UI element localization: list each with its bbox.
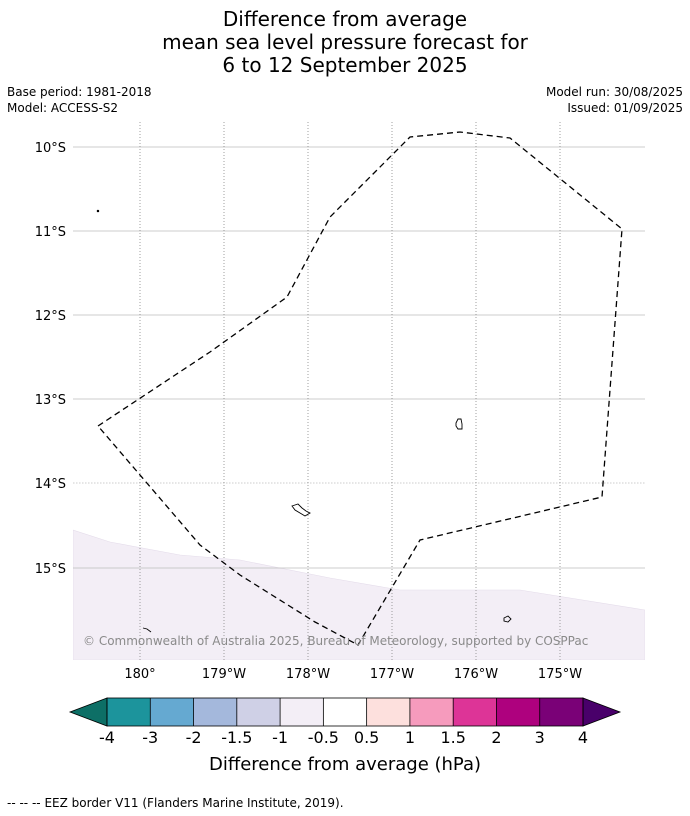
base-period: Base period: 1981-2018: [7, 85, 152, 99]
colorbar: -4 -3 -2 -1.5 -1 -0.5 0.5 1 1.5 2 3 4: [68, 697, 622, 747]
colorbar-tick-label: -2: [186, 728, 202, 747]
colorbar-tick-label: -4: [99, 728, 115, 747]
footer-legend: -- -- -- EEZ border V11 (Flanders Marine…: [7, 796, 344, 810]
colorbar-swatch: [366, 698, 410, 726]
colorbar-swatch: [453, 698, 497, 726]
lon-label: 178°W: [286, 667, 330, 682]
lat-label: 10°S: [35, 141, 66, 156]
colorbar-tick-label: -1: [272, 728, 288, 747]
title-line-1: Difference from average: [222, 7, 468, 31]
lon-label: 176°W: [454, 667, 498, 682]
lat-label: 13°S: [35, 393, 66, 408]
chart-title: Difference from average mean sea level p…: [0, 8, 690, 77]
colorbar-tick-label: 1.5: [440, 728, 465, 747]
lat-labels: 10°S 11°S 12°S 13°S 14°S 15°S: [35, 141, 66, 577]
islands: [96, 209, 512, 633]
meta-right: Model run: 30/08/2025 Issued: 01/09/2025: [546, 84, 683, 116]
colorbar-swatch: [150, 698, 194, 726]
colorbar-swatch: [539, 698, 583, 726]
lon-labels: 180° 179°W 178°W 177°W 176°W 175°W: [124, 667, 582, 682]
island-south: [503, 615, 512, 623]
colorbar-title: Difference from average (hPa): [209, 754, 481, 775]
colorbar-tick-label: -3: [142, 728, 158, 747]
colorbar-swatch: [280, 698, 324, 726]
lon-label: 180°: [124, 667, 155, 682]
colorbar-tick-label: 4: [578, 728, 588, 747]
lat-label: 14°S: [35, 477, 66, 492]
map-panel: © Commonwealth of Australia 2025, Bureau…: [73, 122, 645, 660]
anomaly-shade-region: [73, 529, 645, 660]
lat-label: 12°S: [35, 309, 66, 324]
eez-border: [97, 131, 623, 646]
colorbar-tick-label: -0.5: [308, 728, 339, 747]
island-southwest: [142, 627, 152, 633]
colorbar-extend-high: [582, 697, 622, 727]
lat-label: 15°S: [35, 562, 66, 577]
lon-label: 177°W: [370, 667, 414, 682]
lat-label: 11°S: [35, 225, 66, 240]
colorbar-swatch: [496, 698, 540, 726]
eez-legend-symbol: -- -- --: [7, 796, 41, 810]
lat-gridlines: [73, 146, 645, 569]
title-line-3: 6 to 12 September 2025: [222, 53, 468, 77]
lon-label: 179°W: [202, 667, 246, 682]
colorbar-swatch: [323, 698, 367, 726]
issued-date: Issued: 01/09/2025: [567, 101, 683, 115]
colorbar-swatch: [236, 698, 281, 726]
lon-label: 175°W: [538, 667, 582, 682]
meta-left: Base period: 1981-2018 Model: ACCESS-S2: [7, 84, 152, 116]
island-futuna: [291, 503, 311, 517]
model-run: Model run: 30/08/2025: [545, 85, 683, 99]
colorbar-extend-low: [68, 697, 108, 727]
colorbar-tick-label: 0.5: [354, 728, 379, 747]
copyright-credit: © Commonwealth of Australia 2025, Bureau…: [83, 634, 588, 648]
island-northwest: [96, 209, 100, 213]
colorbar-swatch: [193, 698, 237, 726]
colorbar-swatch: [409, 698, 454, 726]
colorbar-tick-label: 3: [535, 728, 545, 747]
colorbar-tick-label: 2: [491, 728, 501, 747]
colorbar-tick-label: -1.5: [221, 728, 252, 747]
title-line-2: mean sea level pressure forecast for: [162, 30, 528, 54]
colorbar-swatch: [107, 698, 151, 726]
island-wallis: [455, 418, 463, 430]
colorbar-tick-label: 1: [405, 728, 415, 747]
eez-legend-text: EEZ border V11 (Flanders Marine Institut…: [44, 796, 344, 810]
model-name: Model: ACCESS-S2: [7, 101, 119, 115]
